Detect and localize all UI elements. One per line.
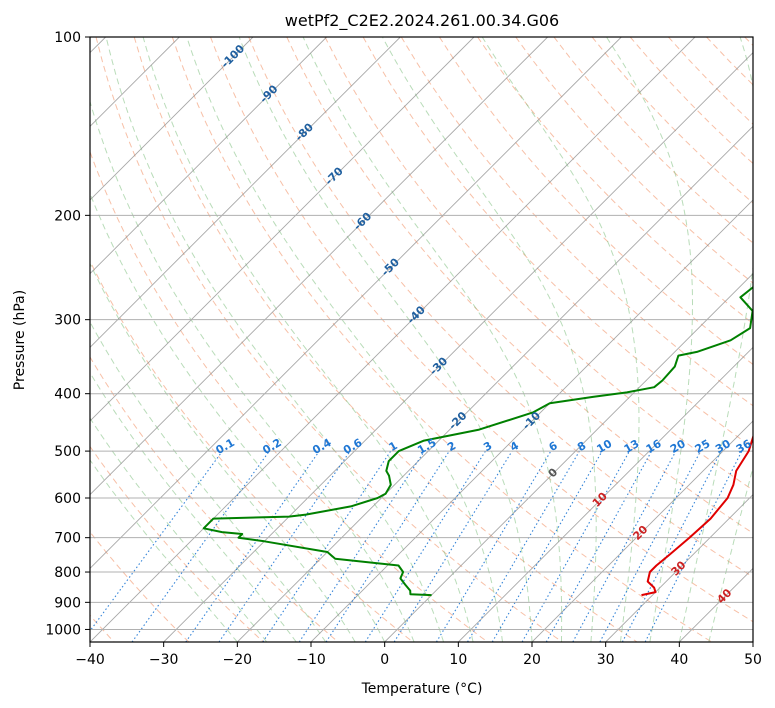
- y-axis: 100 200 300 400 500 600 700 800 900 1000: [45, 30, 90, 638]
- mixing-ratio-line: [467, 450, 580, 642]
- moist-adiabat-line: [238, 37, 533, 642]
- isotherm-line: [384, 273, 753, 642]
- x-tick-label: 20: [523, 652, 541, 668]
- mixing-ratio-line: [185, 450, 320, 642]
- isotherm-line: [90, 37, 548, 496]
- moist-adiabat-line: [481, 37, 640, 642]
- moist-adiabat-line: [90, 192, 386, 642]
- moist-adiabat-line: [381, 37, 597, 642]
- y-tick-label: 300: [54, 313, 81, 329]
- y-tick-label: 200: [54, 208, 81, 224]
- isotherm-line: [310, 199, 753, 642]
- y-tick-label: 1000: [45, 622, 81, 638]
- dry-adiabat-line: [324, 37, 753, 491]
- mixing-ratio-line: [325, 450, 450, 642]
- isotherm-line: [237, 125, 753, 642]
- mixing-ratio-line: [545, 450, 653, 642]
- profile-lines: [202, 285, 753, 597]
- isotherm-line: [90, 37, 254, 201]
- dry-adiabat-line: [210, 37, 753, 623]
- x-axis: −40 −30 −20 −10 0 10 20 30 40 50: [75, 642, 762, 668]
- moist-adiabat-line: [90, 321, 327, 642]
- x-tick-label: −40: [75, 652, 105, 668]
- plot-background: [90, 37, 753, 642]
- moist-adiabat-line: [90, 417, 268, 642]
- moist-adiabat-line: [708, 465, 753, 642]
- mixing-ratio-line: [364, 450, 486, 642]
- x-tick-label: −20: [223, 652, 253, 668]
- y-axis-title: Pressure (hPa): [12, 290, 28, 390]
- moist-adiabat-line: [90, 99, 415, 642]
- x-tick-label: 50: [744, 652, 762, 668]
- isotherm-line: [90, 37, 327, 275]
- y-tick-label: 900: [54, 595, 81, 611]
- mixing-ratio-line: [521, 450, 630, 642]
- dry-adiabat-line: [362, 37, 753, 449]
- moist-adiabat-line: [90, 262, 356, 642]
- dry-adiabat-line: [286, 37, 753, 534]
- x-tick-label: −30: [149, 652, 179, 668]
- y-tick-label: 800: [54, 565, 81, 581]
- dry-adiabat-line: [248, 37, 753, 578]
- y-tick-label: 700: [54, 531, 81, 547]
- isotherm-line: [90, 37, 401, 348]
- mixing-ratio-line: [435, 450, 552, 642]
- isotherm-line: [605, 494, 753, 642]
- isotherm-line: [531, 420, 753, 642]
- y-tick-label: 400: [54, 387, 81, 403]
- moist-adiabat-line: [302, 37, 563, 642]
- x-axis-title: Temperature (°C): [361, 681, 483, 697]
- mixing-ratio-line: [572, 450, 677, 642]
- moist-adiabat-line: [678, 37, 753, 642]
- x-tick-label: 40: [670, 652, 688, 668]
- isotherm-line: [458, 346, 753, 642]
- dry-adiabat-line: [477, 37, 753, 325]
- isotherm-line: [90, 37, 475, 422]
- moist-adiabat-line: [606, 37, 693, 642]
- plot-frame: [89, 36, 754, 643]
- temperature-profile-line: [641, 433, 753, 597]
- x-tick-label: −10: [296, 652, 326, 668]
- dewpoint-profile-line: [202, 285, 753, 597]
- isotherm-line: [90, 37, 696, 642]
- x-tick-label: 10: [449, 652, 467, 668]
- x-tick-label: 0: [380, 652, 389, 668]
- mixing-ratio-line: [393, 450, 513, 642]
- mixing-ratio-line: [218, 450, 351, 642]
- y-tick-label: 500: [54, 444, 81, 460]
- dry-adiabat-line: [90, 259, 414, 642]
- y-tick-label: 600: [54, 491, 81, 507]
- moist-adiabat-line: [105, 37, 445, 642]
- moist-adiabat-line: [186, 37, 503, 642]
- isotherm-line: [90, 37, 622, 569]
- y-tick-label: 100: [54, 30, 81, 46]
- pressure-grid: [90, 37, 753, 630]
- isotherm-line: [752, 641, 753, 642]
- moist-adiabat-line: [90, 459, 238, 642]
- chart-title: wetPf2_C2E2.2024.261.00.34.G06: [285, 11, 559, 31]
- mixing-ratio-line: [491, 450, 603, 642]
- moist-adiabat-line: [90, 371, 297, 642]
- x-tick-label: 30: [597, 652, 615, 668]
